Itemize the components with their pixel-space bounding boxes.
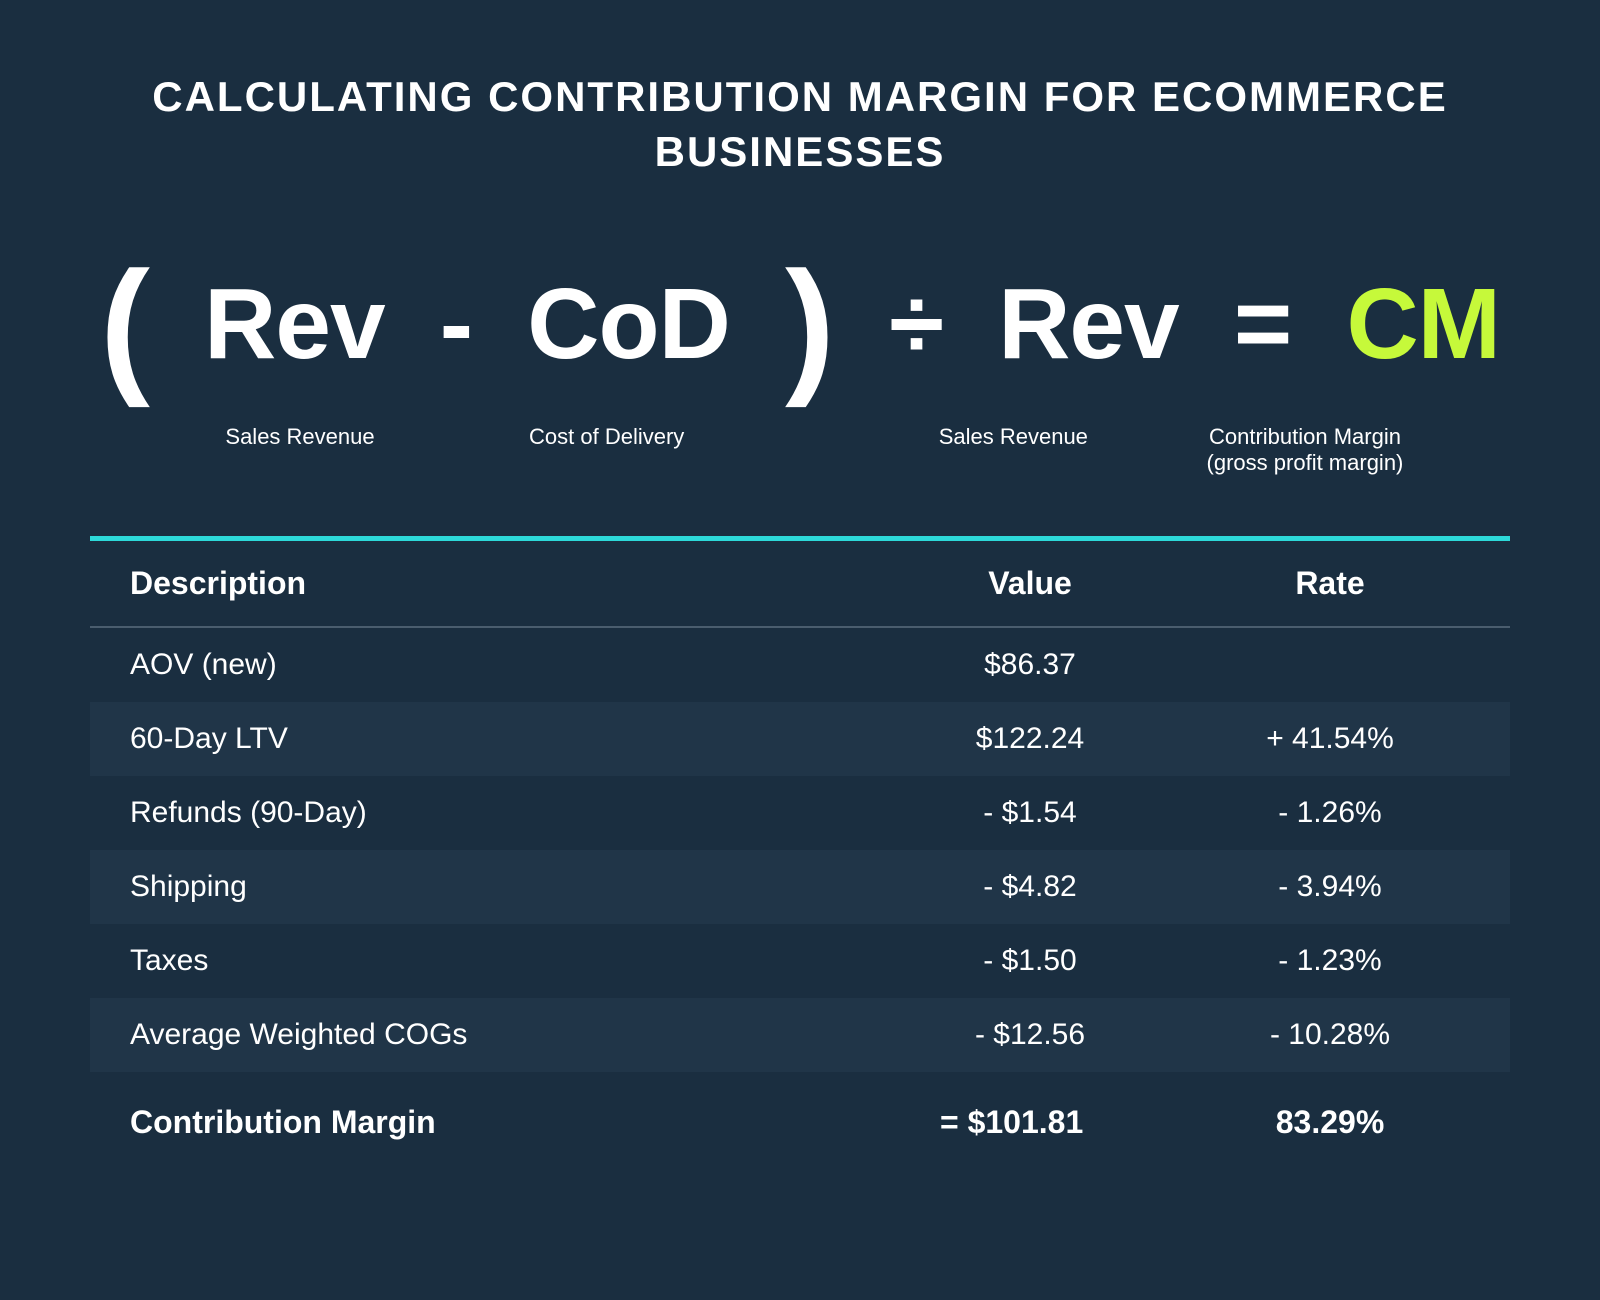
cell-rate: - 10.28% — [1190, 1018, 1470, 1052]
formula-close-paren: ) — [785, 249, 834, 399]
formula-minus: - — [440, 274, 472, 374]
column-header-rate: Rate — [1190, 565, 1470, 602]
cell-value: - $4.82 — [870, 870, 1190, 904]
formula-label-cm: Contribution Margin (gross profit margin… — [1170, 424, 1440, 476]
cell-description: 60-Day LTV — [130, 722, 870, 756]
table-footer-row: Contribution Margin = $101.81 83.29% — [90, 1072, 1510, 1167]
table-row: Average Weighted COGs- $12.56- 10.28% — [90, 998, 1510, 1072]
cell-description: AOV (new) — [130, 648, 870, 682]
cell-value: - $1.54 — [870, 796, 1190, 830]
formula-label-cod: Cost of Delivery — [507, 424, 707, 476]
cell-value: - $1.50 — [870, 944, 1190, 978]
table-row: AOV (new)$86.37 — [90, 628, 1510, 702]
footer-description: Contribution Margin — [130, 1104, 870, 1141]
column-header-description: Description — [130, 565, 870, 602]
formula-label-cm-line2: (gross profit margin) — [1170, 450, 1440, 476]
table-row: 60-Day LTV$122.24+ 41.54% — [90, 702, 1510, 776]
cell-value: $86.37 — [870, 648, 1190, 682]
page-title: CALCULATING CONTRIBUTION MARGIN FOR ECOM… — [90, 70, 1510, 179]
footer-value: = $101.81 — [870, 1104, 1190, 1141]
footer-rate: 83.29% — [1190, 1104, 1470, 1141]
table-header-row: Description Value Rate — [90, 541, 1510, 628]
cell-rate: + 41.54% — [1190, 722, 1470, 756]
cell-description: Shipping — [130, 870, 870, 904]
formula-divide: ÷ — [889, 274, 943, 374]
formula-cod: CoD — [527, 274, 730, 374]
formula-labels-row: Sales Revenue Cost of Delivery Sales Rev… — [100, 424, 1500, 476]
formula-section: ( Rev - CoD ) ÷ Rev = CM Sales Revenue C… — [90, 249, 1510, 476]
table-row: Taxes- $1.50- 1.23% — [90, 924, 1510, 998]
formula-equation: ( Rev - CoD ) ÷ Rev = CM — [100, 249, 1500, 399]
table-row: Refunds (90-Day)- $1.54- 1.26% — [90, 776, 1510, 850]
table-row: Shipping- $4.82- 3.94% — [90, 850, 1510, 924]
formula-label-rev2: Sales Revenue — [913, 424, 1113, 476]
formula-rev1: Rev — [204, 274, 384, 374]
cell-rate: - 1.26% — [1190, 796, 1470, 830]
cell-description: Average Weighted COGs — [130, 1018, 870, 1052]
table-body: AOV (new)$86.3760-Day LTV$122.24+ 41.54%… — [90, 628, 1510, 1072]
formula-open-paren: ( — [100, 249, 149, 399]
formula-equals: = — [1234, 274, 1291, 374]
data-table: Description Value Rate AOV (new)$86.3760… — [90, 536, 1510, 1167]
column-header-value: Value — [870, 565, 1190, 602]
formula-label-rev1: Sales Revenue — [200, 424, 400, 476]
formula-label-cm-line1: Contribution Margin — [1170, 424, 1440, 450]
cell-description: Taxes — [130, 944, 870, 978]
formula-cm: CM — [1346, 274, 1500, 374]
formula-rev2: Rev — [998, 274, 1178, 374]
cell-value: $122.24 — [870, 722, 1190, 756]
cell-rate: - 3.94% — [1190, 870, 1470, 904]
cell-description: Refunds (90-Day) — [130, 796, 870, 830]
cell-rate: - 1.23% — [1190, 944, 1470, 978]
cell-value: - $12.56 — [870, 1018, 1190, 1052]
